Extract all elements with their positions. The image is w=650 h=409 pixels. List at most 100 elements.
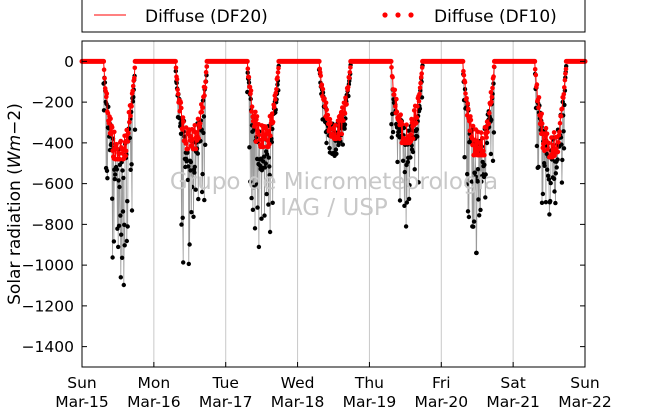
- df10-point: [398, 112, 404, 117]
- df10-point: [539, 111, 544, 117]
- x-tick-label-date: Mar-15: [55, 393, 109, 409]
- df10-point: [331, 127, 337, 132]
- df10-point: [544, 131, 550, 136]
- df10-point: [325, 112, 331, 118]
- df10-point: [270, 119, 276, 125]
- df20-point: [203, 142, 208, 147]
- df10-point: [347, 75, 352, 81]
- df20-point: [118, 213, 123, 218]
- df20-point: [553, 171, 558, 176]
- df10-point: [394, 96, 399, 102]
- df20-point: [476, 197, 481, 202]
- df10-point: [389, 65, 394, 70]
- df10-point: [411, 108, 417, 113]
- df10-point: [557, 120, 563, 126]
- df10-point: [559, 106, 565, 111]
- df10-point: [465, 106, 471, 112]
- df10-point: [108, 131, 114, 137]
- df10-point: [562, 77, 568, 83]
- x-axis: SunMar-15MonMar-16TueMar-17WedMar-18ThuM…: [55, 362, 612, 409]
- df10-point: [557, 129, 562, 135]
- x-tick-label-date: Mar-18: [271, 393, 325, 409]
- x-tick-label-day: Wed: [281, 374, 315, 392]
- df10-point: [416, 98, 422, 104]
- df20-point: [342, 122, 348, 127]
- df10-point: [319, 82, 325, 87]
- df20-point: [267, 164, 272, 169]
- df20-point: [104, 168, 110, 173]
- df20-point: [196, 196, 201, 202]
- df10-point: [394, 109, 400, 115]
- x-tick-label-day: Tue: [211, 374, 238, 392]
- df20-point: [534, 143, 540, 149]
- df10-point: [202, 85, 208, 90]
- df10-point: [203, 69, 209, 75]
- df10-point: [320, 86, 326, 92]
- df20-point: [251, 185, 256, 190]
- df20-point: [270, 200, 275, 205]
- df20-point: [201, 130, 206, 136]
- df10-point: [345, 84, 351, 90]
- df20-point: [483, 195, 488, 200]
- df10-point: [408, 132, 413, 137]
- df20-point: [120, 209, 126, 214]
- df20-point: [555, 157, 560, 162]
- df10-point: [318, 73, 324, 78]
- legend-label-df10: Diffuse (DF10): [434, 7, 557, 27]
- df10-point: [323, 100, 329, 105]
- df20-point: [174, 80, 179, 86]
- df10-point: [414, 115, 420, 120]
- df20-point: [489, 117, 494, 123]
- df10-point: [414, 120, 419, 126]
- df10-point: [273, 97, 278, 102]
- df20-point: [249, 195, 254, 201]
- df20-point: [252, 226, 258, 231]
- df10-point: [400, 121, 405, 127]
- df20-point: [118, 275, 124, 280]
- y-tick-label: −200: [31, 94, 74, 112]
- df10-point: [203, 79, 208, 85]
- df20-point: [465, 171, 470, 177]
- df10-point: [199, 109, 205, 115]
- df10-point: [102, 76, 107, 81]
- df10-point: [468, 114, 473, 119]
- df20-point: [263, 161, 268, 166]
- df20-point: [389, 135, 394, 140]
- df10-point: [248, 88, 254, 93]
- df10-point: [532, 67, 538, 72]
- y-tick-label: 0: [64, 53, 74, 71]
- df20-point: [402, 203, 407, 208]
- df20-point: [259, 216, 264, 221]
- df10-point: [336, 131, 341, 136]
- df10-point: [265, 138, 271, 143]
- x-tick-label-date: Mar-22: [558, 393, 612, 409]
- df10-point: [257, 137, 263, 143]
- df20-point: [415, 134, 420, 139]
- df10-point: [130, 88, 135, 94]
- y-axis: 0 −200 −400 −600 −800 −1000 −1200 −1400: [22, 53, 585, 356]
- df20-point: [193, 187, 198, 192]
- df20-point: [186, 261, 191, 267]
- df10-point: [415, 104, 420, 109]
- df10-point: [479, 135, 485, 141]
- df10-point: [563, 71, 568, 76]
- df20-point: [116, 244, 121, 250]
- df10-point: [543, 125, 549, 131]
- y-tick-label: −1400: [22, 338, 74, 356]
- x-tick-label-day: Mon: [138, 374, 171, 392]
- df20-point: [412, 167, 417, 172]
- df20-point: [484, 140, 490, 146]
- df10-point: [464, 96, 469, 101]
- df10-point: [179, 105, 184, 111]
- df10-point: [327, 116, 333, 122]
- df10-point: [275, 70, 281, 75]
- df20-point: [129, 208, 135, 213]
- df10-point: [462, 80, 468, 85]
- df20-point: [186, 164, 191, 169]
- df20-point: [179, 222, 184, 227]
- df10-point: [246, 74, 252, 80]
- df10-point: [461, 68, 466, 74]
- df10-point: [196, 136, 201, 141]
- df20-point: [105, 176, 110, 181]
